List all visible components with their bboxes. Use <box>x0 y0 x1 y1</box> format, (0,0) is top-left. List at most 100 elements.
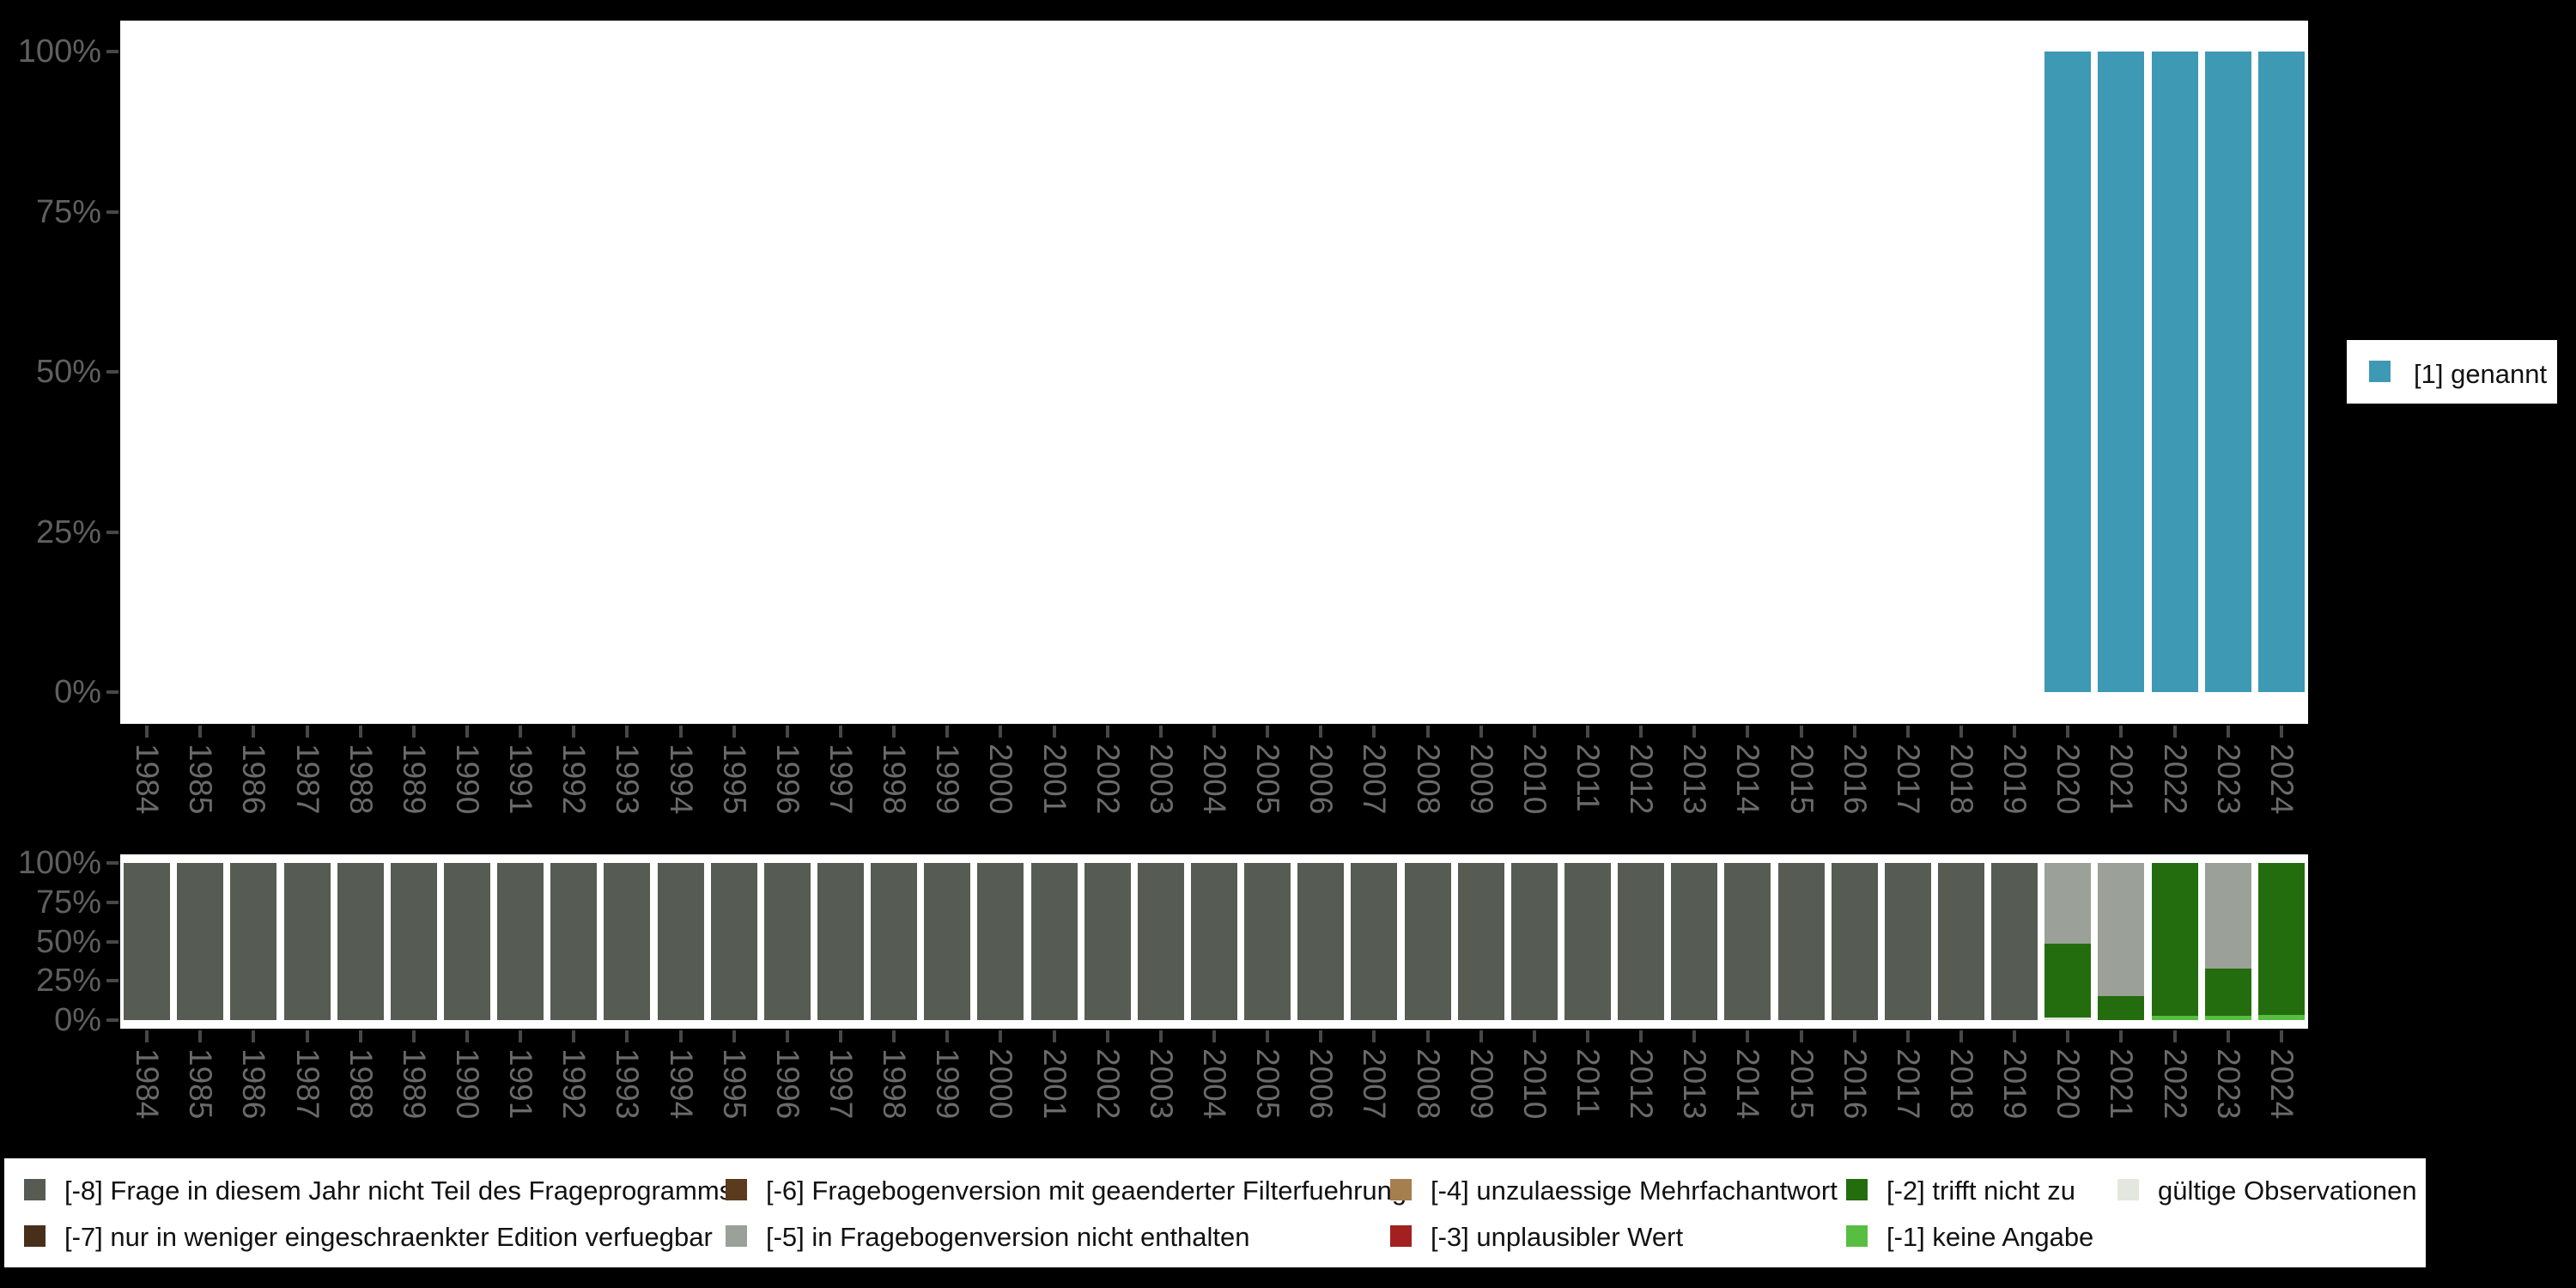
x-tick-label-2020: 2020 <box>2050 1048 2087 1120</box>
bar-2024-genannt <box>2257 52 2305 692</box>
x-axis-tick <box>465 1030 469 1042</box>
x-axis-tick <box>945 1030 950 1042</box>
x-tick-label-1994: 1994 <box>663 1048 699 1120</box>
x-axis-tick <box>358 726 362 738</box>
bar-2015-segment <box>1777 863 1825 1020</box>
x-tick-label-2006: 2006 <box>1303 744 1340 815</box>
x-tick-label-2019: 2019 <box>1997 744 2033 815</box>
x-axis-tick <box>625 1030 629 1042</box>
x-axis-tick <box>1746 726 1750 738</box>
x-tick-label-2012: 2012 <box>1624 1048 1660 1120</box>
y-axis-tick <box>106 50 118 53</box>
y-tick-label: 100% <box>17 33 101 70</box>
bar-2023-genannt <box>2204 52 2251 692</box>
x-axis-tick <box>1266 1030 1270 1042</box>
x-tick-label-1996: 1996 <box>769 1048 805 1120</box>
x-axis-tick <box>305 726 309 738</box>
bar-1989-segment <box>390 863 437 1020</box>
legend-key--2 <box>1846 1179 1868 1200</box>
bar-2004-segment <box>1191 863 1237 1020</box>
x-axis-tick <box>1639 1030 1643 1042</box>
bar-1987-segment <box>283 863 331 1020</box>
x-axis-tick <box>892 726 896 738</box>
legend-key--4 <box>1390 1179 1412 1200</box>
x-tick-label-1988: 1988 <box>343 1048 379 1120</box>
bar-2005-segment <box>1244 863 1291 1020</box>
x-tick-label-2024: 2024 <box>2263 744 2300 815</box>
x-axis-tick <box>999 726 1003 738</box>
x-axis-tick <box>1372 726 1376 738</box>
x-tick-label-2007: 2007 <box>1357 1048 1393 1120</box>
bar-1990-segment <box>443 863 490 1020</box>
x-axis-tick <box>2226 1030 2230 1042</box>
bar-2012-segment <box>1618 863 1665 1020</box>
x-tick-label-2009: 2009 <box>1463 1048 1499 1120</box>
x-tick-label-1993: 1993 <box>610 744 646 815</box>
bar-2016-segment <box>1831 863 1878 1020</box>
x-tick-label-2012: 2012 <box>1624 744 1660 815</box>
legend-label: gültige Observationen <box>2158 1176 2417 1206</box>
y-tick-label: 50% <box>35 923 101 960</box>
x-tick-label-2005: 2005 <box>1250 744 1286 815</box>
bar-2024-segment <box>2257 1015 2305 1020</box>
x-tick-label-2008: 2008 <box>1410 1048 1446 1120</box>
x-tick-label-2007: 2007 <box>1357 744 1393 815</box>
x-tick-label-2022: 2022 <box>2157 744 2193 815</box>
y-axis-tick <box>106 1018 118 1022</box>
legend-key--8 <box>24 1179 46 1200</box>
x-axis-tick <box>305 1030 309 1042</box>
x-axis-tick <box>1852 1030 1856 1042</box>
x-tick-label-2021: 2021 <box>2104 744 2140 815</box>
bar-1984-segment <box>124 863 171 1020</box>
x-axis-tick <box>198 1030 203 1042</box>
bar-1996-segment <box>763 863 811 1020</box>
bar-1992-segment <box>550 863 598 1020</box>
bar-1999-segment <box>924 863 971 1020</box>
x-tick-label-2003: 2003 <box>1143 1048 1179 1120</box>
x-axis-tick <box>1532 1030 1536 1042</box>
bar-2014-segment <box>1724 863 1771 1020</box>
x-tick-label-2014: 2014 <box>1730 1048 1766 1120</box>
x-tick-label-1995: 1995 <box>716 744 752 815</box>
x-tick-label-1999: 1999 <box>930 1048 966 1120</box>
legend-label: [-4] unzulaessige Mehrfachantwort <box>1431 1176 1838 1206</box>
bar-2009-segment <box>1457 863 1504 1020</box>
x-axis-tick <box>1959 1030 1964 1042</box>
legend-key-genannt <box>2369 361 2391 382</box>
y-axis-tick <box>106 370 118 374</box>
x-axis-tick <box>2172 726 2177 738</box>
x-axis-tick <box>1266 726 1270 738</box>
y-axis-tick <box>106 861 118 865</box>
legend-key--6 <box>726 1179 747 1200</box>
x-axis-tick <box>1852 726 1856 738</box>
x-axis-tick <box>572 1030 576 1042</box>
x-axis-tick <box>2172 1030 2177 1042</box>
x-tick-label-1985: 1985 <box>183 744 219 815</box>
x-axis-tick <box>198 726 203 738</box>
x-axis-tick <box>1692 726 1697 738</box>
x-axis-tick <box>411 1030 416 1042</box>
x-axis-tick <box>2279 726 2283 738</box>
x-axis-tick <box>1158 726 1163 738</box>
x-tick-label-1992: 1992 <box>556 744 592 815</box>
x-axis-tick <box>2226 726 2230 738</box>
bar-2010-segment <box>1510 863 1558 1020</box>
x-tick-label-2017: 2017 <box>1890 744 1926 815</box>
x-axis-tick <box>1158 1030 1163 1042</box>
x-axis-tick <box>625 726 629 738</box>
x-axis-tick <box>785 1030 789 1042</box>
y-tick-label: 25% <box>35 513 101 550</box>
x-tick-label-2001: 2001 <box>1036 744 1072 815</box>
x-tick-label-1990: 1990 <box>449 744 485 815</box>
x-tick-label-1991: 1991 <box>503 1048 539 1120</box>
bar-1998-segment <box>871 863 918 1020</box>
bar-2017-segment <box>1884 863 1931 1020</box>
x-tick-label-2011: 2011 <box>1571 1048 1607 1117</box>
missing-codes-legend: [-8] Frage in diesem Jahr nicht Teil des… <box>4 1158 2426 1267</box>
x-tick-label-2013: 2013 <box>1677 1048 1713 1120</box>
x-tick-label-2023: 2023 <box>2210 1048 2246 1120</box>
x-axis-tick <box>1799 726 1803 738</box>
bar-2023-segment <box>2204 1016 2251 1020</box>
x-tick-label-1997: 1997 <box>823 744 859 815</box>
